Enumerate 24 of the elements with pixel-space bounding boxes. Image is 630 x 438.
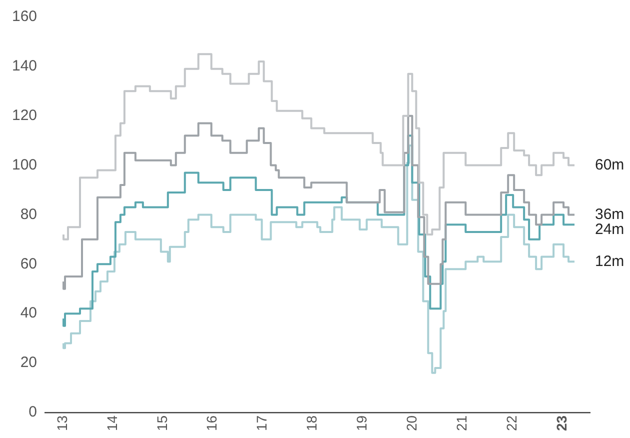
y-tick-label: 60 bbox=[20, 255, 38, 272]
series-label: 60m bbox=[595, 156, 624, 174]
series-label: 36m bbox=[595, 206, 624, 223]
y-tick-label: 20 bbox=[20, 354, 38, 372]
x-tick-label: 19 bbox=[354, 415, 370, 432]
y-tick-label: 140 bbox=[12, 58, 38, 75]
y-tick-label: 0 bbox=[28, 404, 38, 421]
x-tick-label: 20 bbox=[404, 415, 420, 432]
x-tick-label: 15 bbox=[154, 415, 170, 432]
series-label: 12m bbox=[595, 252, 624, 270]
x-tick-label: 13 bbox=[54, 415, 70, 432]
x-tick-label: 16 bbox=[204, 415, 220, 432]
y-tick-label: 160 bbox=[12, 8, 38, 26]
x-tick-label: 14 bbox=[104, 415, 120, 432]
y-tick-label: 80 bbox=[20, 206, 38, 223]
x-tick-label: 22 bbox=[503, 415, 520, 432]
x-tick-label: 17 bbox=[254, 415, 270, 432]
series-label: 24m bbox=[595, 220, 624, 238]
y-tick-label: 120 bbox=[12, 107, 38, 124]
x-tick-label: 23 bbox=[553, 415, 570, 432]
y-tick-label: 40 bbox=[20, 304, 38, 322]
y-tick-label: 100 bbox=[12, 156, 38, 174]
x-tick-label: 21 bbox=[453, 415, 470, 432]
x-tick-label: 18 bbox=[304, 415, 320, 432]
